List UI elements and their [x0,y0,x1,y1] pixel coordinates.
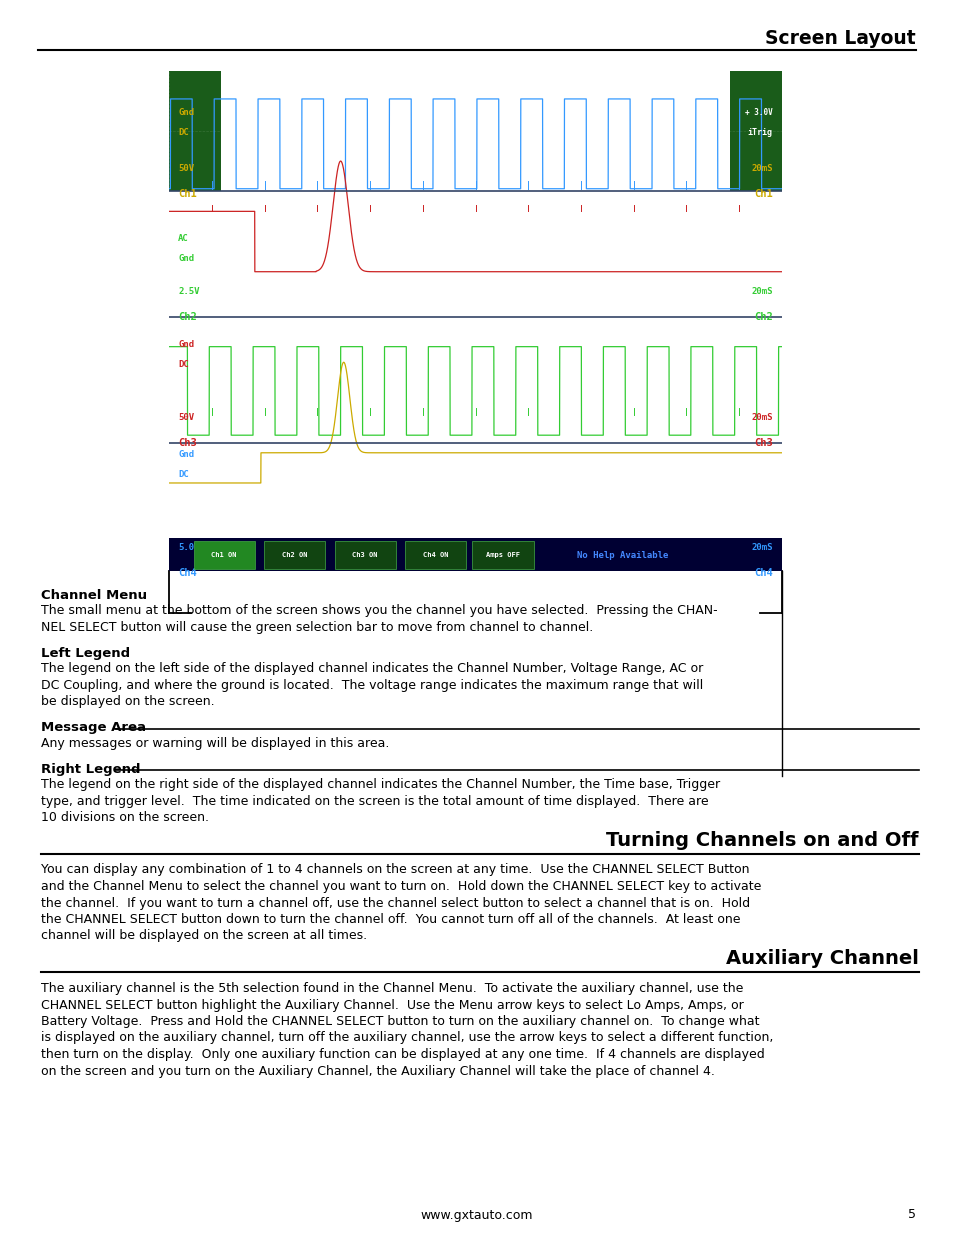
Text: Turning Channels on and Off: Turning Channels on and Off [605,830,918,850]
Text: Ch2: Ch2 [178,312,196,322]
Text: You can display any combination of 1 to 4 channels on the screen at any time.  U: You can display any combination of 1 to … [41,863,749,877]
Text: is displayed on the auxiliary channel, turn off the auxiliary channel, use the a: is displayed on the auxiliary channel, t… [41,1031,773,1045]
Text: 20mS: 20mS [751,412,772,421]
Text: Ch3 ON: Ch3 ON [352,552,377,558]
Text: Ch2: Ch2 [753,312,772,322]
Text: Ch3: Ch3 [753,437,772,448]
Text: Channel Menu: Channel Menu [41,589,147,601]
Bar [169,538,781,571]
Text: the channel.  If you want to turn a channel off, use the channel select button t: the channel. If you want to turn a chann… [41,897,749,909]
Text: Screen Layout: Screen Layout [764,28,915,48]
Text: AC: AC [178,233,189,243]
Bar [169,70,221,191]
Text: The legend on the left side of the displayed channel indicates the Channel Numbe: The legend on the left side of the displ… [41,662,702,676]
Text: The auxiliary channel is the 5th selection found in the Channel Menu.  To activa: The auxiliary channel is the 5th selecti… [41,982,742,995]
Text: CHANNEL SELECT button highlight the Auxiliary Channel.  Use the Menu arrow keys : CHANNEL SELECT button highlight the Auxi… [41,999,743,1011]
Bar [405,541,466,569]
Text: Left Legend: Left Legend [41,647,130,659]
Text: Ch4: Ch4 [178,568,196,578]
Text: 5.0V: 5.0V [178,543,199,552]
Text: iTrig: iTrig [747,128,772,137]
Text: Ch1: Ch1 [753,189,772,199]
Text: 20mS: 20mS [751,163,772,173]
Text: 50V: 50V [178,163,194,173]
Bar [472,541,533,569]
Bar [729,70,781,191]
Text: Ch4: Ch4 [753,568,772,578]
Text: Ch4 ON: Ch4 ON [422,552,448,558]
Text: Auxiliary Channel: Auxiliary Channel [725,948,918,968]
Text: 5: 5 [907,1209,915,1221]
Text: DC: DC [178,128,189,137]
Bar [335,541,395,569]
Text: DC Coupling, and where the ground is located.  The voltage range indicates the m: DC Coupling, and where the ground is loc… [41,678,702,692]
Bar [193,541,254,569]
Text: DC: DC [178,359,189,369]
Text: + 3.0V: + 3.0V [744,109,772,117]
Text: type, and trigger level.  The time indicated on the screen is the total amount o: type, and trigger level. The time indica… [41,794,708,808]
Text: The small menu at the bottom of the screen shows you the channel you have select: The small menu at the bottom of the scre… [41,604,717,618]
Text: on the screen and you turn on the Auxiliary Channel, the Auxiliary Channel will : on the screen and you turn on the Auxili… [41,1065,714,1077]
Text: Amps OFF: Amps OFF [486,552,519,558]
Text: and the Channel Menu to select the channel you want to turn on.  Hold down the C: and the Channel Menu to select the chann… [41,881,760,893]
Text: Gnd: Gnd [178,254,194,263]
Text: No Help Available: No Help Available [577,551,668,559]
Text: 20mS: 20mS [751,287,772,296]
Text: NEL SELECT button will cause the green selection bar to move from channel to cha: NEL SELECT button will cause the green s… [41,620,593,634]
Text: The legend on the right side of the displayed channel indicates the Channel Numb: The legend on the right side of the disp… [41,778,720,790]
Text: 10 divisions on the screen.: 10 divisions on the screen. [41,811,209,824]
Text: the CHANNEL SELECT button down to turn the channel off.  You cannot turn off all: the CHANNEL SELECT button down to turn t… [41,913,740,926]
Text: Ch3: Ch3 [178,437,196,448]
Text: Message Area: Message Area [41,721,146,735]
Text: 20mS: 20mS [751,543,772,552]
Text: Gnd: Gnd [178,451,194,459]
Text: Right Legend: Right Legend [41,763,140,776]
Text: Ch2 ON: Ch2 ON [282,552,307,558]
Text: Any messages or warning will be displayed in this area.: Any messages or warning will be displaye… [41,736,389,750]
Text: Battery Voltage.  Press and Hold the CHANNEL SELECT button to turn on the auxili: Battery Voltage. Press and Hold the CHAN… [41,1015,759,1028]
Text: Ch1: Ch1 [178,189,196,199]
Text: 2.5V: 2.5V [178,287,199,296]
Text: DC: DC [178,471,189,479]
Text: Gnd: Gnd [178,340,194,348]
Text: Gnd: Gnd [178,109,194,117]
Text: be displayed on the screen.: be displayed on the screen. [41,695,214,708]
Text: Ch1 ON: Ch1 ON [212,552,236,558]
Text: www.gxtauto.com: www.gxtauto.com [420,1209,533,1221]
Text: 50V: 50V [178,412,194,421]
Text: channel will be displayed on the screen at all times.: channel will be displayed on the screen … [41,930,367,942]
Bar [264,541,325,569]
Text: then turn on the display.  Only one auxiliary function can be displayed at any o: then turn on the display. Only one auxil… [41,1049,764,1061]
